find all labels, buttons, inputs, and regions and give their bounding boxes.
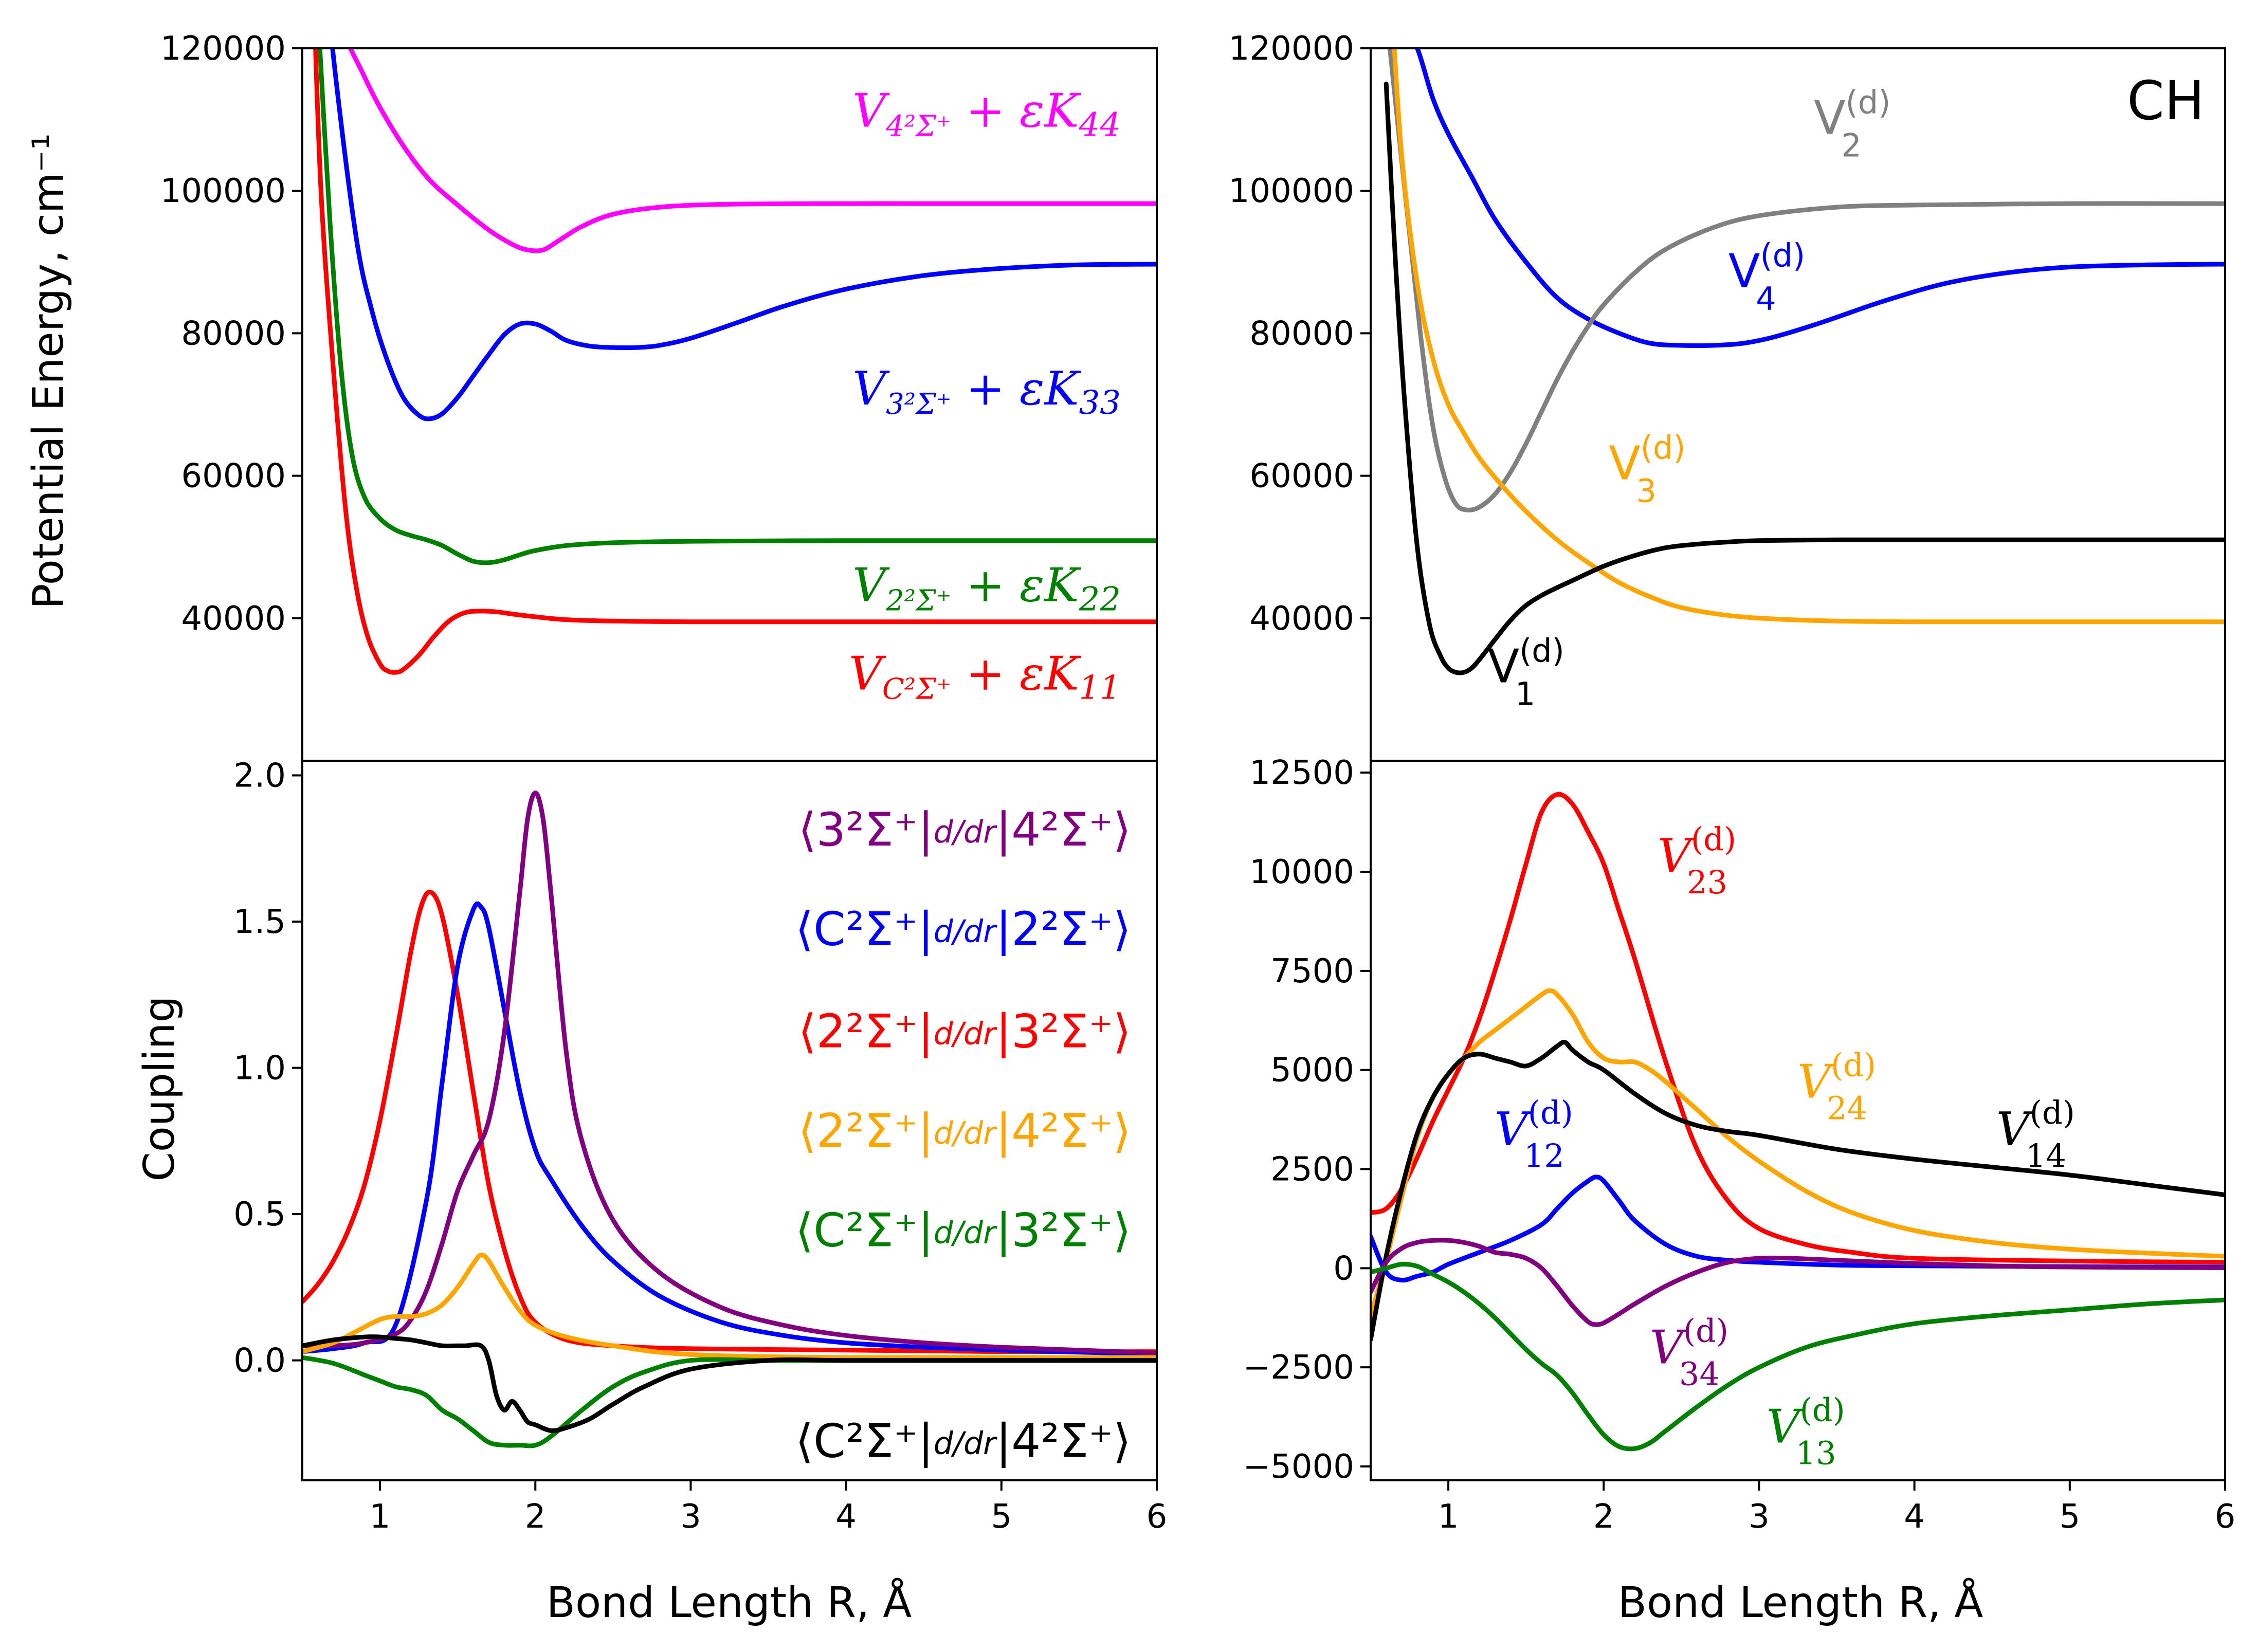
xtick-label: 1 — [1438, 1498, 1459, 1536]
annotation-bl-2: ⟨2²Σ⁺|d/dr|3²Σ⁺⟩ — [798, 1005, 1131, 1059]
series-line-tl-1 — [330, 48, 1157, 421]
xtick-label: 1 — [370, 1498, 391, 1536]
xtick-label: 5 — [2059, 1498, 2080, 1536]
series-line-bl-2 — [302, 791, 1157, 1355]
annotation-br-3: V(d) 12 — [1495, 1094, 1573, 1174]
xtick-label: 4 — [1904, 1498, 1925, 1536]
ytick-label: 60000 — [181, 457, 286, 495]
ytick-label: 120000 — [1229, 30, 1354, 68]
axes-frame — [1370, 760, 2226, 1481]
xlabel-bottom-left: Bond Length R, Å — [547, 1578, 912, 1627]
ytick-label: 0.5 — [233, 1196, 286, 1234]
ytick-label: 40000 — [1249, 600, 1354, 638]
series-line-tr-1 — [1387, 48, 2225, 512]
ytick-label: 0 — [1333, 1250, 1354, 1288]
panel-top-left: 40000 60000 80000 100000 120000 V4²Σ⁺ + εK44 V… — [160, 30, 1158, 762]
annotation-tr-0: V(d) 2 — [1814, 83, 1890, 164]
ytick-label: 1.5 — [233, 903, 286, 941]
xlabel-bottom-right: Bond Length R, Å — [1618, 1578, 1983, 1627]
xtick-label: 2 — [525, 1498, 546, 1536]
panel-bottom-left: 0.0 0.5 1.0 1.5 2.0 1 2 3 4 5 6 ⟨3²Σ⁺|d/dr|4²Σ⁺⟩ ⟨C²… — [233, 757, 1167, 1536]
xtick-label: 6 — [1146, 1498, 1168, 1536]
annotation-tl-2: V2²Σ⁺ + εK22 — [852, 559, 1121, 619]
ytick-label: 120000 — [160, 30, 286, 68]
xtick-label: 2 — [1593, 1498, 1614, 1536]
annotation-tl-1: V3²Σ⁺ + εK33 — [852, 362, 1121, 422]
series-line-br-2 — [1371, 1039, 2225, 1342]
series-line-tl-3 — [313, 48, 1157, 675]
ytick-label: 7500 — [1270, 952, 1354, 990]
annotation-tl-0: V4²Σ⁺ + εK44 — [852, 84, 1121, 144]
series-line-tr-0 — [1414, 48, 2225, 348]
xtick-label: 4 — [835, 1498, 857, 1536]
ytick-label: 60000 — [1249, 457, 1354, 495]
ytick-label: 80000 — [1249, 315, 1354, 353]
ylabel-bottom-left: Coupling — [135, 996, 184, 1181]
series-line-bl-1 — [302, 901, 1157, 1356]
xtick-label: 3 — [1749, 1498, 1770, 1536]
ytick-label: −5000 — [1243, 1448, 1355, 1486]
series-line-tl-2 — [317, 48, 1157, 565]
series-line-tr-3 — [1384, 81, 2225, 675]
annotation-tr-1: V(d) 4 — [1728, 236, 1805, 317]
annotation-bl-3: ⟨2²Σ⁺|d/dr|4²Σ⁺⟩ — [798, 1104, 1131, 1158]
annotation-br-2: V(d) 14 — [1996, 1094, 2075, 1174]
annotation-br-0: V(d) 23 — [1658, 820, 1736, 901]
panel-top-right: 40000 60000 80000 100000 120000 V(d) 2V(d) 4 V(d… — [1229, 30, 2226, 762]
annotation-tr-3: V(d) 1 — [1488, 632, 1564, 713]
annotation-bl-1: ⟨C²Σ⁺|d/dr|2²Σ⁺⟩ — [795, 903, 1131, 957]
ytick-label: 5000 — [1270, 1052, 1354, 1090]
series-line-bl-0 — [302, 889, 1157, 1354]
ytick-label: 2.0 — [233, 757, 286, 795]
xtick-label: 6 — [2215, 1498, 2236, 1536]
series-line-br-5 — [1371, 1261, 2225, 1452]
ytick-label: 12500 — [1249, 754, 1354, 792]
ytick-label: 100000 — [160, 172, 286, 210]
ytick-label: −2500 — [1243, 1349, 1355, 1387]
ytick-label: 100000 — [1229, 172, 1354, 210]
series-line-br-3 — [1371, 1174, 2225, 1283]
annotation-br-1: V(d) 24 — [1797, 1047, 1876, 1127]
series-line-bl-3 — [302, 1253, 1157, 1360]
ytick-label: 80000 — [181, 315, 286, 353]
series-group — [1384, 48, 2225, 675]
series-group — [313, 48, 1157, 675]
series-group — [1371, 792, 2225, 1452]
annotation-br-5: V(d) 13 — [1767, 1391, 1845, 1472]
annotation-br-4: V(d) 34 — [1650, 1312, 1728, 1392]
ylabel-top-left: Potential Energy, cm⁻¹ — [24, 133, 73, 609]
ytick-label: 40000 — [181, 600, 286, 638]
ytick-label: 10000 — [1249, 853, 1354, 891]
xtick-label: 5 — [991, 1498, 1012, 1536]
xtick-label: 3 — [680, 1498, 701, 1536]
series-line-tr-2 — [1392, 48, 2225, 625]
ytick-label: 0.0 — [233, 1342, 286, 1380]
annotation-bl-0: ⟨3²Σ⁺|d/dr|4²Σ⁺⟩ — [798, 803, 1131, 857]
ytick-label: 1.0 — [233, 1050, 286, 1088]
series-line-bl-5 — [302, 1334, 1157, 1433]
series-line-br-0 — [1371, 792, 2225, 1265]
annotation-bl-4: ⟨C²Σ⁺|d/dr|3²Σ⁺⟩ — [795, 1204, 1131, 1258]
panel-bottom-right: −5000 −2500 0 2500 5000 7500 10000 12500 1 2 3 4 5 6 V… — [1243, 754, 2236, 1536]
annotation-tl-3: VC²Σ⁺ + εK11 — [849, 647, 1121, 707]
series-group — [302, 791, 1157, 1448]
annotation-bl-5: ⟨C²Σ⁺|d/dr|4²Σ⁺⟩ — [795, 1414, 1131, 1468]
axes-frame — [301, 760, 1158, 1481]
series-line-tl-0 — [348, 48, 1157, 253]
molecule-label: CH — [2127, 69, 2205, 132]
series-line-br-4 — [1371, 1238, 2225, 1327]
ytick-label: 2500 — [1270, 1150, 1354, 1188]
annotation-tr-2: V(d) 3 — [1609, 429, 1685, 510]
